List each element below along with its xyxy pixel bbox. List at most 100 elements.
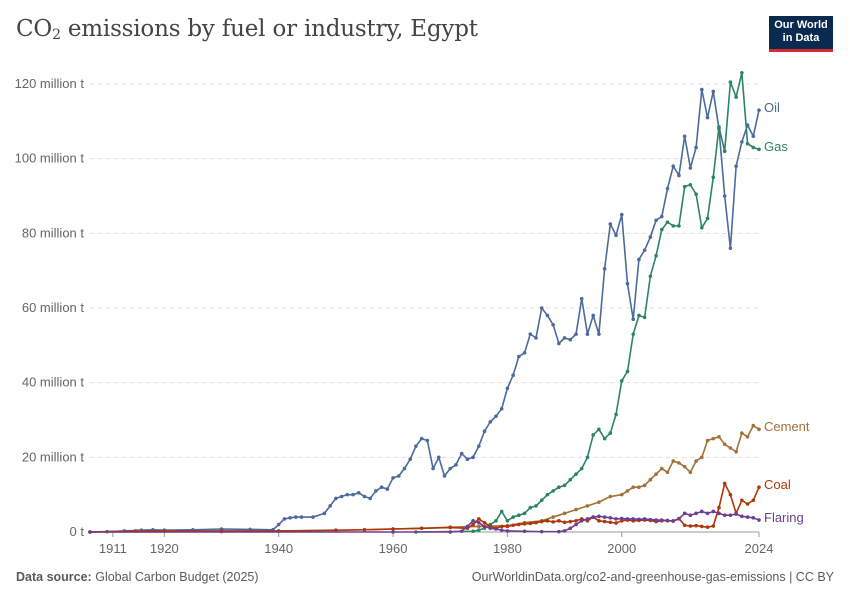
point-oil-1957 (374, 489, 378, 493)
point-oil-1995 (591, 313, 595, 318)
point-oil-1974 (471, 455, 475, 460)
point-gas-2011 (682, 184, 687, 189)
point-flaring-1992 (574, 522, 578, 527)
point-flaring-1976 (482, 524, 487, 529)
point-coal-1984 (528, 521, 533, 526)
point-flaring-2010 (677, 517, 681, 521)
point-gas-1979 (499, 509, 504, 514)
point-oil-1973 (465, 457, 470, 462)
point-oil-1960 (391, 476, 395, 480)
series-label-flaring: Flaring (764, 510, 804, 525)
point-gas-2014 (700, 225, 704, 230)
data-source-value[interactable]: Global Carbon Budget (2025) (95, 570, 259, 584)
point-flaring-2000 (619, 516, 624, 521)
point-gas-1993 (579, 466, 584, 471)
point-oil-1964 (414, 444, 418, 448)
point-oil-2000 (619, 212, 624, 217)
point-flaring-1980 (505, 529, 510, 533)
point-oil-1948 (322, 511, 327, 516)
chart-title: CO2 emissions by fuel or industry, Egypt (16, 16, 478, 43)
point-oil-1988 (551, 323, 555, 327)
point-flaring-1975 (477, 520, 481, 525)
series-label-oil: Oil (764, 100, 780, 115)
point-oil-1989 (557, 341, 561, 346)
point-coal-2021 (740, 498, 744, 503)
point-cement-2016 (711, 436, 716, 441)
point-gas-1982 (517, 513, 521, 517)
point-oil-1950 (334, 496, 338, 501)
point-gas-2010 (677, 224, 681, 228)
x-tick-label-2000: 2000 (607, 541, 636, 556)
point-gas-1978 (494, 519, 498, 523)
point-flaring-1970 (448, 530, 453, 534)
point-oil-1998 (608, 222, 613, 226)
point-oil-1966 (425, 438, 430, 443)
point-flaring-2017 (717, 511, 721, 516)
point-flaring-2015 (705, 511, 710, 516)
point-oil-1991 (568, 337, 573, 342)
owid-logo[interactable]: Our World in Data (769, 16, 833, 52)
point-gas-1974 (471, 529, 475, 534)
point-coal-1998 (608, 520, 613, 525)
point-flaring-2012 (688, 513, 693, 517)
point-gas-2024 (757, 147, 761, 152)
point-oil-1965 (419, 436, 424, 441)
y-tick-label-40: 40 million t (22, 375, 85, 390)
point-coal-1974 (471, 522, 475, 527)
point-oil-2020 (734, 164, 738, 168)
point-oil-1956 (368, 496, 372, 501)
point-oil-2011 (682, 134, 687, 139)
point-gas-1994 (585, 455, 590, 460)
point-coal-2019 (728, 492, 733, 497)
x-tick-label-1980: 1980 (493, 541, 522, 556)
point-oil-1977 (488, 420, 493, 424)
point-coal-2014 (700, 524, 704, 529)
point-coal-1989 (557, 519, 561, 523)
point-gas-2018 (722, 149, 727, 153)
point-oil-1940 (276, 522, 281, 527)
point-oil-1944 (299, 515, 304, 519)
point-flaring-1996 (597, 514, 601, 519)
point-cement-2018 (722, 442, 727, 447)
point-flaring-2013 (694, 511, 698, 516)
point-cement-2013 (694, 459, 698, 463)
point-oil-1942 (288, 516, 292, 520)
point-gas-2007 (659, 227, 664, 232)
point-gas-1984 (528, 505, 533, 510)
point-oil-1982 (517, 354, 521, 359)
point-cement-2008 (665, 470, 670, 475)
point-oil-2004 (642, 248, 647, 252)
point-flaring-2007 (659, 518, 664, 522)
point-oil-1972 (459, 451, 464, 456)
point-oil-2012 (688, 166, 693, 170)
point-oil-1949 (328, 504, 332, 508)
point-oil-1979 (499, 407, 504, 411)
point-coal-1976 (482, 520, 487, 525)
point-oil-1978 (494, 414, 498, 419)
series-label-coal: Coal (764, 477, 791, 492)
point-cement-2006 (654, 472, 658, 476)
point-gas-2004 (642, 315, 647, 320)
point-gas-1997 (602, 436, 607, 441)
point-gas-1980 (505, 519, 510, 523)
point-oil-1983 (522, 351, 527, 355)
point-gas-1988 (551, 489, 555, 493)
point-flaring-1993 (579, 519, 584, 523)
point-flaring-1990 (562, 529, 567, 533)
point-gas-2003 (637, 313, 641, 318)
point-oil-2005 (648, 235, 653, 239)
point-coal-1996 (597, 519, 601, 523)
point-coal-1986 (539, 519, 544, 524)
point-coal-1981 (511, 523, 515, 528)
source-url[interactable]: OurWorldinData.org/co2-and-greenhouse-ga… (471, 570, 834, 584)
point-oil-1943 (294, 515, 298, 519)
point-flaring-1998 (608, 516, 613, 520)
point-cement-2000 (619, 492, 624, 497)
point-coal-1975 (477, 517, 481, 521)
point-cement-2005 (648, 477, 653, 482)
point-gas-2023 (751, 145, 756, 150)
point-gas-2000 (619, 379, 624, 383)
point-flaring-2016 (711, 509, 716, 514)
point-gas-2022 (745, 141, 750, 146)
point-oil-1996 (597, 332, 601, 336)
